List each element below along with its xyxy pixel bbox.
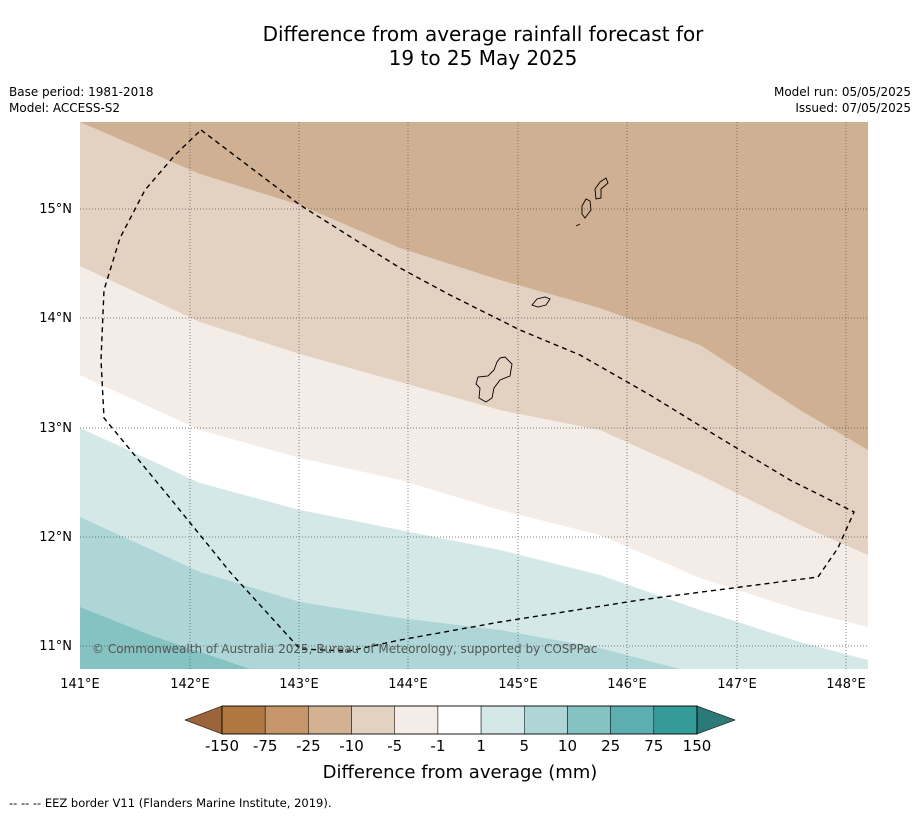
colorbar-bin <box>264 705 309 735</box>
model-run: Model run: 05/05/2025 <box>773 85 911 99</box>
band-plus-10 <box>80 607 250 669</box>
colorbar-bins <box>221 705 698 735</box>
lat-label-11n: 11°N <box>39 639 72 654</box>
colorbar-outline <box>221 705 698 735</box>
lat-label-14n: 14°N <box>39 311 72 326</box>
colorbar-bin <box>351 705 395 735</box>
colorbar-tick-label: -150 <box>205 737 239 755</box>
title-line-2: 19 to 25 May 2025 <box>388 46 578 70</box>
base-period: Base period: 1981-2018 <box>9 85 154 99</box>
eez-border <box>100 129 855 652</box>
lon-label-144e: 144°E <box>388 677 428 692</box>
lon-label-145e: 145°E <box>498 677 538 692</box>
colorbar-bin <box>221 705 266 735</box>
colorbar-extend-high <box>696 705 736 735</box>
lon-label-141e: 141°E <box>60 677 100 692</box>
lat-label-12n: 12°N <box>39 530 72 545</box>
copyright-notice: © Commonwealth of Australia 2025, Bureau… <box>92 642 597 656</box>
issued-date: Issued: 07/05/2025 <box>795 101 911 115</box>
lat-label-13n: 13°N <box>39 421 72 436</box>
tinian-island <box>581 198 592 219</box>
latitude-axis: 15°N 14°N 13°N 12°N 11°N <box>39 202 72 654</box>
island-outlines <box>475 177 609 403</box>
model-name: Model: ACCESS-S2 <box>9 101 121 115</box>
colorbar-bin <box>567 705 611 735</box>
meta-left: Base period: 1981-2018 Model: ACCESS-S2 <box>9 84 154 116</box>
lon-label-143e: 143°E <box>279 677 319 692</box>
colorbar-ticks: -150 -75 -25 -10 -5 -1 1 5 10 25 75 150 <box>205 737 711 755</box>
colorbar-bin <box>394 705 439 735</box>
colorbar-tick-label: -10 <box>339 737 364 755</box>
colorbar-bin <box>437 705 482 735</box>
colorbar-bin <box>610 705 655 735</box>
colorbar-tick-label: 150 <box>683 737 712 755</box>
colorbar-tick-label: 10 <box>558 737 577 755</box>
colorbar-extend-low <box>184 705 223 735</box>
graticule <box>80 122 868 669</box>
longitude-axis: 141°E 142°E 143°E 144°E 145°E 146°E 147°… <box>60 677 866 692</box>
band-plus-5 <box>80 517 680 669</box>
colorbar-tick-label: 75 <box>644 737 663 755</box>
lon-label-147e: 147°E <box>717 677 757 692</box>
colorbar-bin <box>653 705 698 735</box>
lon-label-142e: 142°E <box>170 677 210 692</box>
colorbar: -150 -75 -25 -10 -5 -1 1 5 10 25 75 150 Difference … <box>184 705 736 783</box>
saipan-island <box>594 177 609 200</box>
rainfall-contours <box>80 122 868 669</box>
colorbar-bin <box>524 705 568 735</box>
title-line-1: Difference from average rainfall forecas… <box>262 22 704 46</box>
colorbar-tick-label: 25 <box>601 737 620 755</box>
colorbar-tick-label: -5 <box>387 737 402 755</box>
lon-label-146e: 146°E <box>607 677 647 692</box>
eez-footnote: -- -- -- EEZ border V11 (Flanders Marine… <box>9 796 332 810</box>
guam-island <box>475 356 513 403</box>
colorbar-bin <box>480 705 525 735</box>
colorbar-tick-label: 1 <box>476 737 486 755</box>
colorbar-tick-label: -1 <box>430 737 445 755</box>
colorbar-tick-label: 5 <box>519 737 529 755</box>
meta-right: Model run: 05/05/2025 Issued: 07/05/2025 <box>774 84 911 116</box>
map-title: Difference from average rainfall forecas… <box>0 22 919 70</box>
aguijan-island <box>575 223 581 227</box>
colorbar-tick-label: -25 <box>296 737 321 755</box>
colorbar-bin <box>308 705 352 735</box>
colorbar-title: Difference from average (mm) <box>323 762 598 783</box>
lon-label-148e: 148°E <box>826 677 866 692</box>
lat-label-15n: 15°N <box>39 202 72 217</box>
rota-island <box>531 296 551 308</box>
colorbar-tick-label: -75 <box>253 737 278 755</box>
